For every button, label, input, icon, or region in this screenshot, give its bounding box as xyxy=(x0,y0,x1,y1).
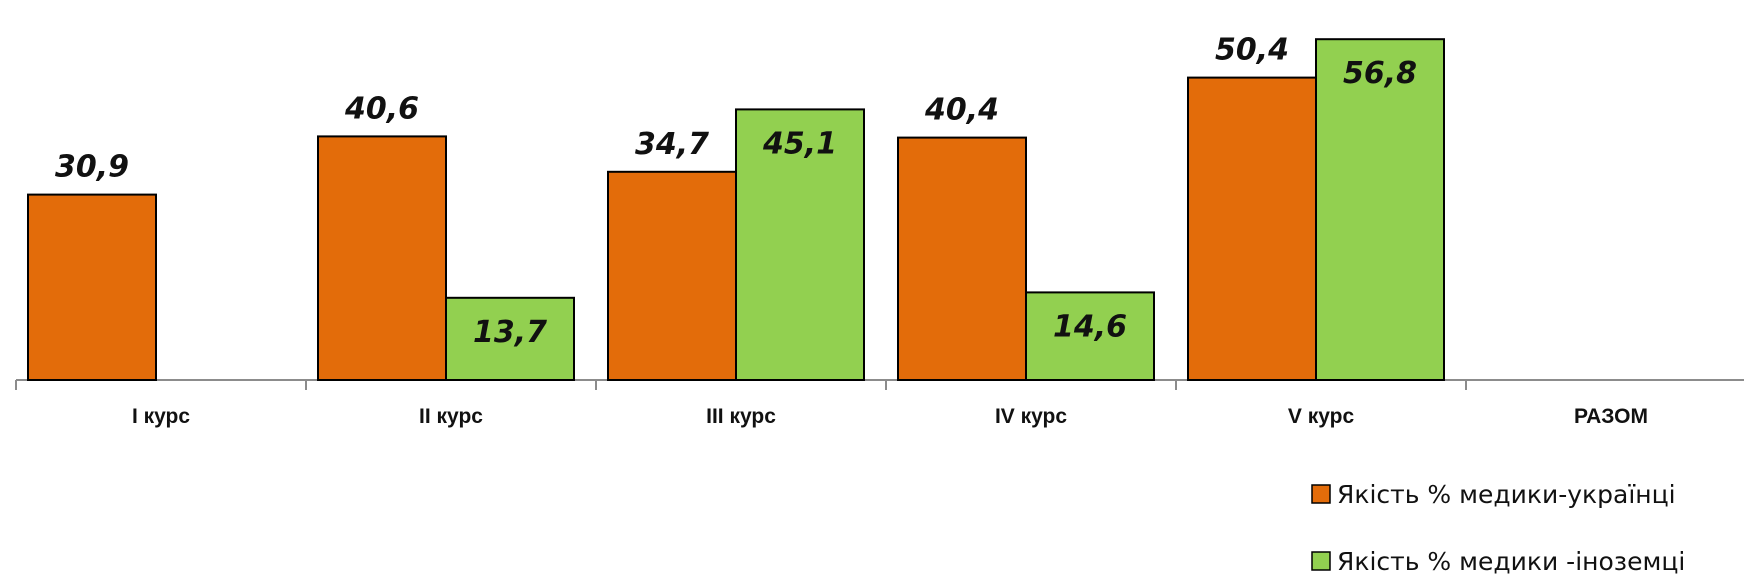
legend-swatch xyxy=(1311,551,1331,571)
bar-foreign-1 xyxy=(445,296,575,381)
data-label: 14,6 xyxy=(1053,309,1127,344)
category-label: II курс xyxy=(419,405,483,428)
category-label: I курс xyxy=(132,405,190,428)
bar-foreign-3 xyxy=(1025,291,1155,381)
legend-label: Якість % медики -іноземці xyxy=(1337,547,1685,576)
category-label: РАЗОМ xyxy=(1574,405,1648,428)
bar-ukrainian-4 xyxy=(1187,76,1317,381)
bar-ukrainian-2 xyxy=(607,170,737,381)
bar-ukrainian-0 xyxy=(27,193,157,381)
category-label: V курс xyxy=(1288,405,1355,428)
category-label: IV курс xyxy=(995,405,1067,428)
data-label: 40,4 xyxy=(924,93,999,128)
bar-foreign-2 xyxy=(735,108,865,382)
data-label: 13,7 xyxy=(473,315,547,350)
data-label: 56,8 xyxy=(1343,56,1417,91)
data-label: 34,7 xyxy=(635,127,709,162)
bar-ukrainian-1 xyxy=(317,135,447,381)
data-label: 45,1 xyxy=(762,126,837,161)
bar-foreign-4 xyxy=(1315,38,1445,381)
legend-swatch xyxy=(1311,484,1331,504)
bar-ukrainian-3 xyxy=(897,136,1027,381)
data-label: 30,9 xyxy=(55,150,129,185)
legend-label: Якість % медики-українці xyxy=(1337,480,1676,509)
data-label: 40,6 xyxy=(344,91,419,126)
data-label: 50,4 xyxy=(1215,33,1289,68)
category-label: III курс xyxy=(706,405,776,428)
